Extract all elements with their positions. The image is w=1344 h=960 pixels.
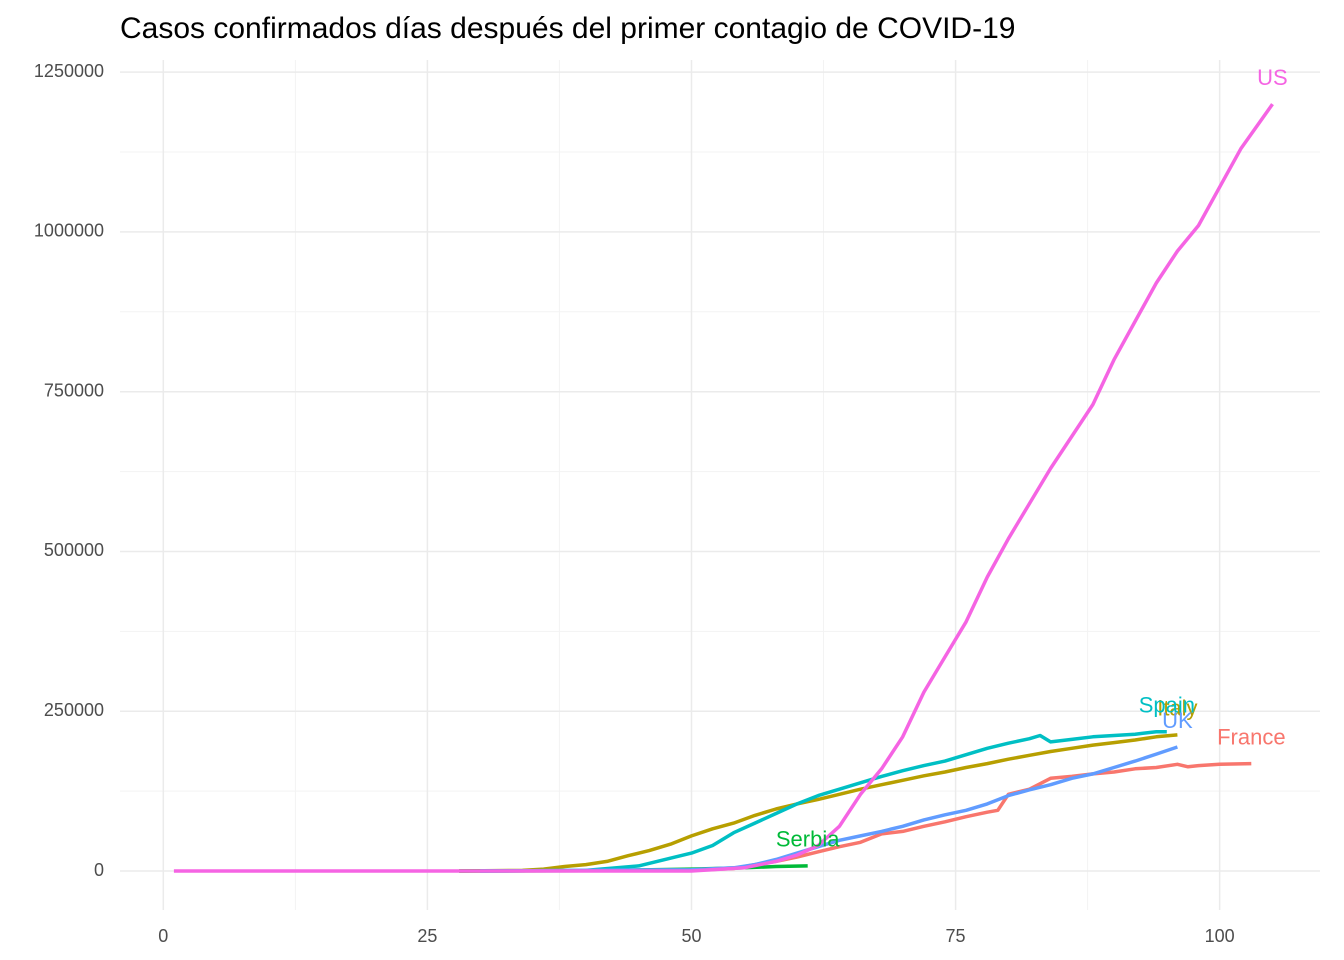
series-label: UK [1162,708,1193,733]
series-line [459,733,1178,873]
x-tick-label: 50 [681,926,701,946]
series-line [480,745,1178,873]
y-tick-label: 0 [94,860,104,880]
y-tick-label: 250000 [44,700,104,720]
series-line [173,103,1274,873]
series-line [480,729,1167,873]
x-tick-label: 0 [158,926,168,946]
y-tick-label: 1250000 [34,61,104,81]
chart-title: Casos confirmados días después del prime… [120,12,1015,45]
y-tick-label: 1000000 [34,221,104,241]
y-tick-label: 500000 [44,540,104,560]
series-label: France [1217,724,1285,749]
x-tick-label: 75 [946,926,966,946]
series-label: US [1257,65,1288,90]
x-tick-label: 25 [417,926,437,946]
series-line [459,761,1252,873]
series-label: Spain [1139,693,1195,718]
series-label: Serbia [776,827,840,852]
series-label: Italy [1157,696,1197,721]
x-tick-label: 100 [1205,926,1235,946]
y-tick-label: 750000 [44,380,104,400]
